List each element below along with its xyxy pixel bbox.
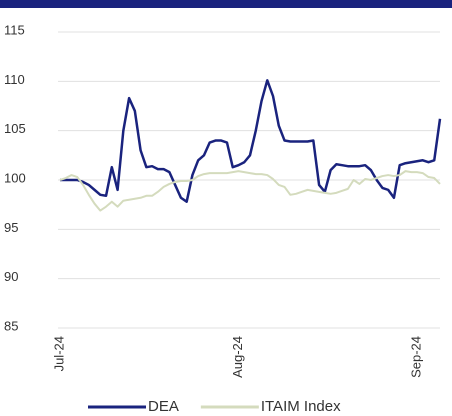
y-tick-label: 105 <box>4 121 26 136</box>
y-tick-label: 110 <box>4 72 25 87</box>
y-tick-label: 85 <box>4 318 18 333</box>
series-line <box>60 79 442 203</box>
y-tick-label: 100 <box>4 170 26 185</box>
y-tick-label: 115 <box>4 22 25 37</box>
series-line <box>59 170 441 212</box>
x-tick-label: Aug-24 <box>230 336 245 378</box>
x-tick-label: Jul-24 <box>51 336 66 371</box>
x-tick-label: Sep-24 <box>408 336 423 378</box>
legend-label: ITAIM Index <box>261 398 341 415</box>
header-bar <box>0 0 452 8</box>
legend-label: DEA <box>148 398 179 415</box>
y-tick-label: 90 <box>4 269 18 284</box>
y-tick-label: 95 <box>4 220 18 235</box>
